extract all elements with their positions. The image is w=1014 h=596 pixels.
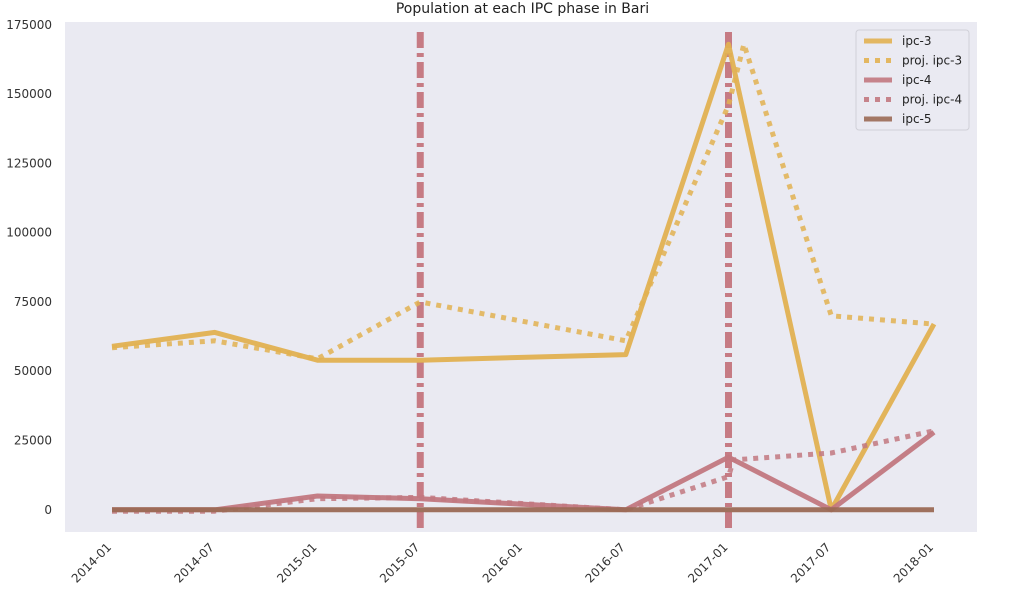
plot-area bbox=[65, 22, 977, 532]
y-tick-label: 175000 bbox=[6, 18, 52, 32]
x-tick-label: 2017-01 bbox=[685, 540, 730, 585]
y-tick-label: 75000 bbox=[14, 295, 52, 309]
legend-label-ipc-4: ipc-4 bbox=[902, 73, 932, 87]
x-tick-label: 2015-01 bbox=[274, 540, 319, 585]
x-tick-label: 2015-07 bbox=[377, 540, 422, 585]
vertical-markers bbox=[416, 32, 732, 532]
legend-box bbox=[855, 29, 970, 131]
y-axis-ticks: 0 25000 50000 75000 100000 125000 150000 175000 bbox=[6, 18, 52, 517]
series-line-proj-ipc-4 bbox=[112, 428, 935, 514]
x-tick-label: 2014-01 bbox=[69, 540, 114, 585]
y-tick-label: 25000 bbox=[14, 434, 52, 448]
legend-label-ipc-3: ipc-3 bbox=[902, 34, 932, 48]
x-tick-label: 2016-01 bbox=[480, 540, 525, 585]
x-tick-label: 2016-07 bbox=[583, 540, 628, 585]
legend-label-proj-ipc-3: proj. ipc-3 bbox=[902, 54, 962, 68]
legend: ipc-3 proj. ipc-3 ipc-4 proj. ipc-4 ipc-5 bbox=[855, 29, 970, 131]
legend-label-ipc-5: ipc-5 bbox=[902, 112, 932, 126]
chart-title: Population at each IPC phase in Bari bbox=[395, 1, 650, 17]
x-tick-label: 2018-01 bbox=[891, 540, 936, 585]
series-group bbox=[111, 41, 937, 514]
y-tick-label: 125000 bbox=[6, 156, 52, 170]
y-tick-label: 50000 bbox=[14, 364, 52, 378]
x-axis-ticks: 2014-01 2014-07 2015-01 2015-07 2016-01 2016-… bbox=[69, 540, 936, 585]
y-tick-label: 0 bbox=[44, 503, 52, 517]
series-line-ipc-3 bbox=[111, 41, 937, 513]
x-tick-label: 2014-07 bbox=[172, 540, 217, 585]
x-tick-label: 2017-07 bbox=[788, 540, 833, 585]
y-tick-label: 150000 bbox=[6, 87, 52, 101]
y-tick-label: 100000 bbox=[6, 226, 52, 240]
legend-label-proj-ipc-4: proj. ipc-4 bbox=[902, 93, 962, 107]
